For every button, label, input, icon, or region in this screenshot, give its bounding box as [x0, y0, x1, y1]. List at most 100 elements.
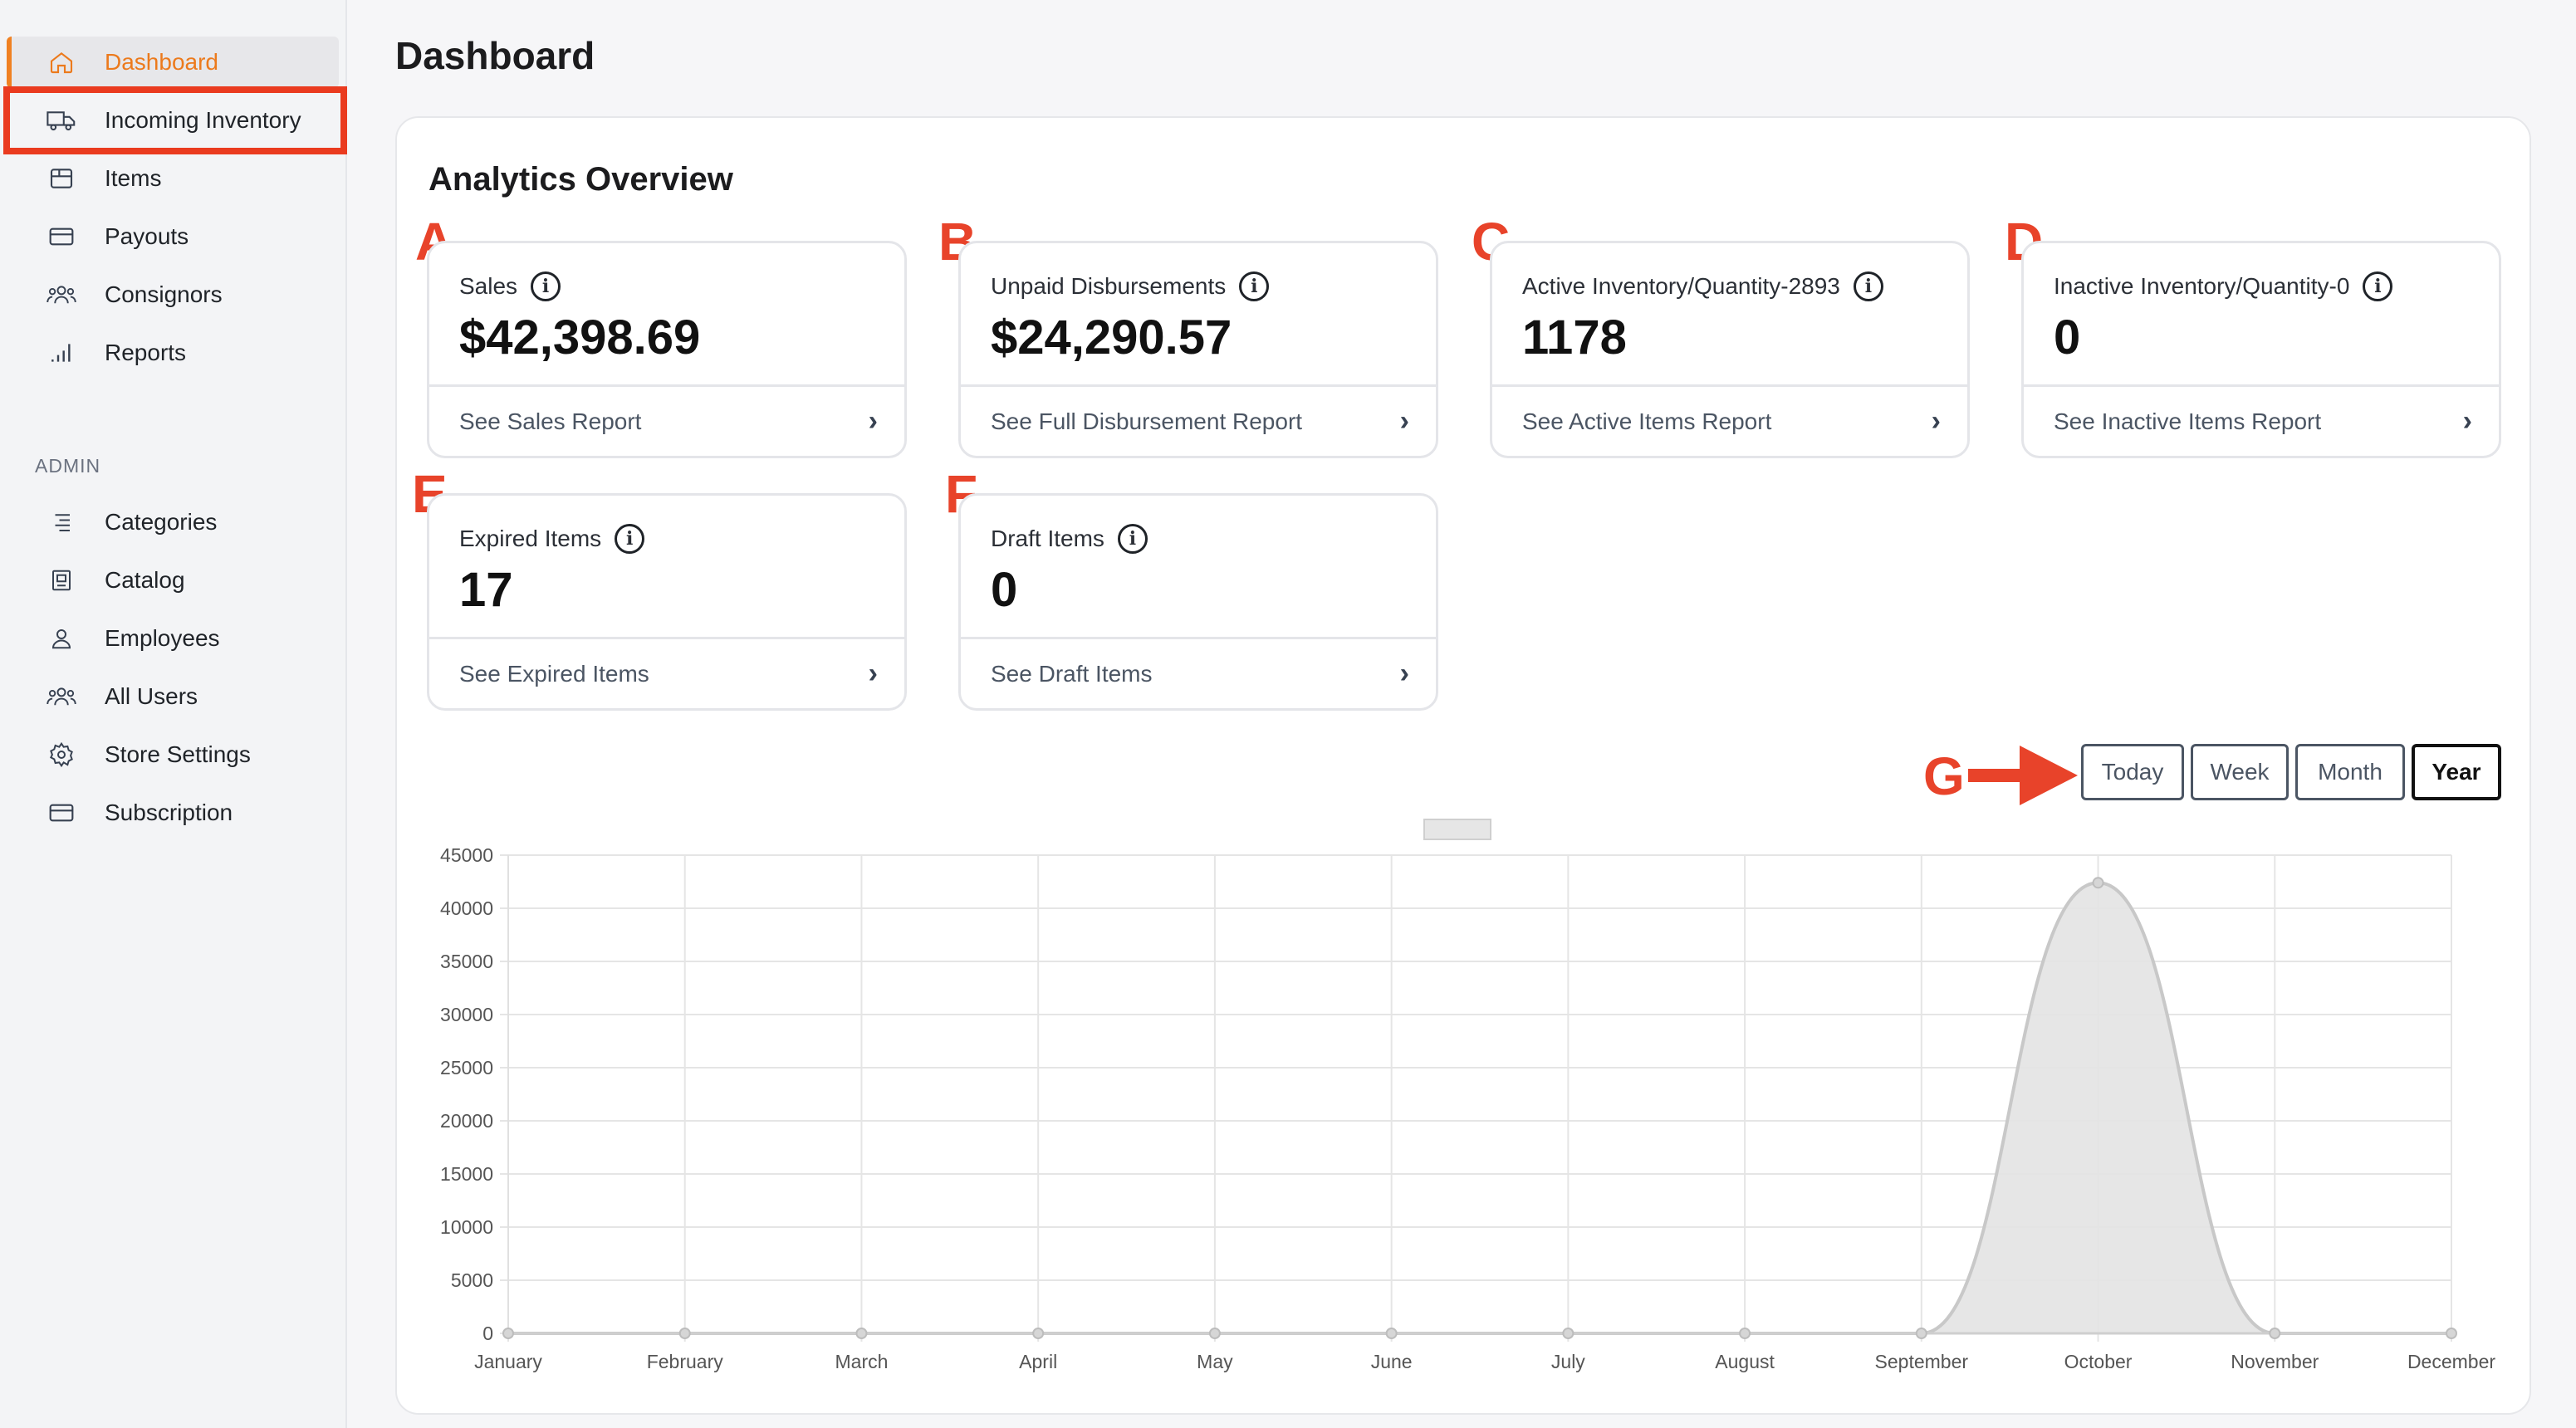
- card-link-label: See Inactive Items Report: [2054, 408, 2322, 434]
- card-title: Inactive Inventory/Quantity-0: [2054, 273, 2350, 299]
- users-icon: [45, 680, 78, 713]
- expired-items-card: Expired Items i 17 See Expired Items ›: [427, 493, 907, 711]
- x-tick-label: October: [2064, 1351, 2133, 1372]
- sidebar-item-store-settings[interactable]: Store Settings: [12, 729, 339, 780]
- sales-card: Sales i $42,398.69 See Sales Report ›: [427, 241, 907, 458]
- sidebar-item-payouts[interactable]: Payouts: [12, 211, 339, 262]
- series-area: [508, 883, 2451, 1333]
- sidebar-item-label: Employees: [105, 625, 220, 651]
- timeframe-today-button[interactable]: Today: [2081, 744, 2184, 800]
- data-point-july: [1562, 1328, 1574, 1339]
- data-point-march: [855, 1328, 868, 1339]
- box-icon: [45, 162, 78, 195]
- see-inactive-items-report-link[interactable]: See Inactive Items Report ›: [2024, 384, 2499, 456]
- sidebar-item-label: All Users: [105, 683, 198, 709]
- chevron-right-icon: ›: [2462, 405, 2472, 437]
- sidebar-item-subscription[interactable]: Subscription: [12, 787, 339, 839]
- users-icon: [45, 278, 78, 311]
- info-icon[interactable]: i: [1853, 271, 1883, 301]
- see-active-items-report-link[interactable]: See Active Items Report ›: [1492, 384, 1967, 456]
- info-icon[interactable]: i: [1117, 524, 1148, 554]
- y-tick-label: 45000: [440, 844, 493, 866]
- y-tick-label: 30000: [440, 1004, 493, 1025]
- y-tick-label: 0: [482, 1323, 493, 1344]
- sidebar-item-all-users[interactable]: All Users: [12, 671, 339, 722]
- chart-legend-swatch[interactable]: [1423, 819, 1491, 840]
- chevron-right-icon: ›: [1399, 405, 1409, 437]
- info-icon[interactable]: i: [1239, 271, 1270, 301]
- data-point-august: [1739, 1328, 1751, 1339]
- see-expired-items-link[interactable]: See Expired Items ›: [429, 637, 904, 708]
- sidebar-item-incoming-inventory[interactable]: Incoming Inventory: [3, 86, 347, 154]
- y-tick-label: 35000: [440, 951, 493, 972]
- y-tick-label: 5000: [451, 1269, 493, 1291]
- card-link-label: See Sales Report: [459, 408, 642, 434]
- see-draft-items-link[interactable]: See Draft Items ›: [961, 637, 1436, 708]
- credit-card-icon: [45, 796, 78, 829]
- sidebar-item-catalog[interactable]: Catalog: [12, 555, 339, 606]
- data-point-october: [2092, 877, 2104, 889]
- see-sales-report-link[interactable]: See Sales Report ›: [429, 384, 904, 456]
- home-icon: [45, 46, 78, 79]
- sidebar-item-categories[interactable]: Categories: [12, 496, 339, 548]
- chevron-right-icon: ›: [1399, 658, 1409, 689]
- card-link-label: See Active Items Report: [1522, 408, 1772, 434]
- sales-area-chart: 45000 40000 35000 30000 25000 20000 15000 10000…: [440, 844, 2495, 1372]
- card-title: Unpaid Disbursements: [991, 273, 1227, 299]
- sidebar-item-dashboard[interactable]: Dashboard: [7, 37, 339, 88]
- info-icon[interactable]: i: [531, 271, 561, 301]
- data-point-january: [502, 1328, 514, 1339]
- x-tick-label: July: [1551, 1351, 1585, 1372]
- sidebar-item-items[interactable]: Items: [12, 153, 339, 204]
- info-icon[interactable]: i: [615, 524, 645, 554]
- sidebar-item-label: Payouts: [105, 223, 189, 249]
- y-tick-label: 20000: [440, 1110, 493, 1132]
- data-point-november: [2269, 1328, 2281, 1339]
- see-disbursement-report-link[interactable]: See Full Disbursement Report ›: [961, 384, 1436, 456]
- card-title: Sales: [459, 273, 518, 299]
- sidebar-item-employees[interactable]: Employees: [12, 613, 339, 664]
- card-value: 17: [459, 563, 513, 617]
- sidebar-item-label: Store Settings: [105, 741, 251, 767]
- card-value: $24,290.57: [991, 311, 1232, 364]
- chevron-right-icon: ›: [868, 658, 878, 689]
- draft-items-card: Draft Items i 0 See Draft Items ›: [958, 493, 1438, 711]
- x-tick-label: August: [1715, 1351, 1775, 1372]
- y-tick-label: 25000: [440, 1057, 493, 1078]
- sidebar-item-label: Catalog: [105, 567, 185, 593]
- annotation-arrow-icon: [1968, 746, 2078, 805]
- user-icon: [45, 622, 78, 655]
- y-tick-label: 40000: [440, 897, 493, 919]
- panel-title: Analytics Overview: [429, 161, 733, 198]
- list-icon: [45, 506, 78, 539]
- card-link-label: See Full Disbursement Report: [991, 408, 1303, 434]
- card-value: 1178: [1522, 311, 1627, 364]
- data-point-september: [1915, 1328, 1927, 1339]
- truck-icon: [45, 104, 78, 137]
- y-tick-label: 10000: [440, 1216, 493, 1238]
- info-icon[interactable]: i: [2363, 271, 2393, 301]
- y-tick-label: 15000: [440, 1163, 493, 1185]
- chevron-right-icon: ›: [868, 405, 878, 437]
- x-tick-label: May: [1197, 1351, 1233, 1372]
- unpaid-disbursements-card: Unpaid Disbursements i $24,290.57 See Ful…: [958, 241, 1438, 458]
- credit-card-icon: [45, 220, 78, 253]
- page-title: Dashboard: [395, 34, 595, 77]
- x-tick-label: March: [835, 1351, 889, 1372]
- sidebar-item-consignors[interactable]: Consignors: [12, 269, 339, 320]
- timeframe-month-button[interactable]: Month: [2295, 744, 2405, 800]
- card-link-label: See Expired Items: [459, 660, 649, 687]
- x-tick-label: November: [2231, 1351, 2319, 1372]
- card-title: Expired Items: [459, 526, 602, 551]
- sidebar-item-reports[interactable]: Reports: [12, 327, 339, 379]
- chevron-right-icon: ›: [1931, 405, 1941, 437]
- annotation-marker-g: G: [1923, 746, 1965, 806]
- card-value: $42,398.69: [459, 311, 701, 364]
- data-point-april: [1032, 1328, 1045, 1339]
- card-link-label: See Draft Items: [991, 660, 1153, 687]
- timeframe-year-button[interactable]: Year: [2412, 744, 2501, 800]
- sidebar: Dashboard Incoming Inventory Items Payou…: [0, 0, 347, 1428]
- sidebar-item-label: Categories: [105, 509, 218, 535]
- timeframe-week-button[interactable]: Week: [2191, 744, 2289, 800]
- sidebar-item-label: Subscription: [105, 800, 233, 825]
